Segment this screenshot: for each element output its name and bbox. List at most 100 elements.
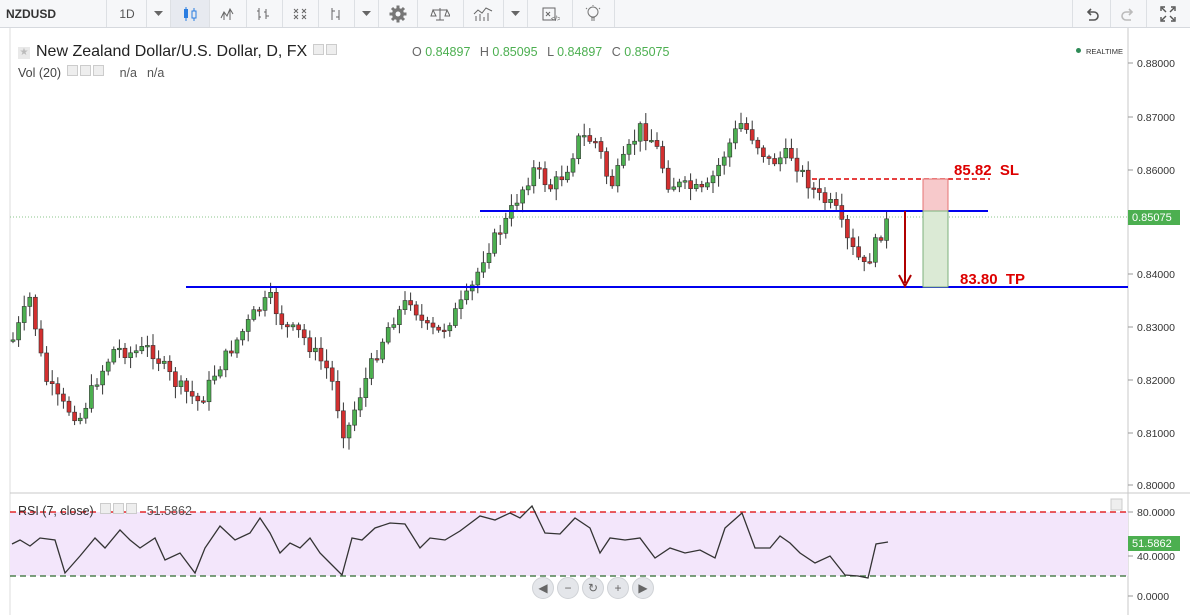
realtime-indicator: REALTIME	[1076, 47, 1123, 56]
candle-body	[201, 400, 206, 403]
candle-body	[408, 300, 413, 306]
rsi-actions[interactable]	[99, 503, 139, 517]
candle-body	[66, 400, 72, 413]
candle-body	[777, 157, 783, 165]
symbol-title-text: New Zealand Dollar/U.S. Dollar, D, FX	[36, 43, 308, 60]
candle-body	[643, 123, 649, 142]
candle-body	[520, 189, 525, 204]
candle-body	[133, 350, 139, 354]
candle-body	[699, 184, 705, 188]
chevron-down-icon	[510, 10, 520, 16]
price-tick-label: 0.87000	[1137, 112, 1175, 124]
candle-body	[884, 218, 889, 241]
interval-button[interactable]: 1D	[108, 0, 147, 27]
symbol-search-button[interactable]: NZDUSD	[0, 0, 107, 27]
star-icon[interactable]: ★	[18, 47, 30, 59]
candle-body	[632, 140, 637, 145]
redo-button[interactable]	[1109, 0, 1147, 27]
rsi-line	[11, 504, 889, 579]
status-dot-icon	[1076, 48, 1081, 53]
compare-button[interactable]	[417, 0, 464, 27]
candle-body	[257, 309, 262, 312]
candle-body	[660, 146, 665, 169]
candle-body	[570, 158, 576, 173]
candle-body	[145, 345, 150, 348]
interval-dropdown-button[interactable]	[146, 0, 171, 27]
candle-body	[677, 181, 682, 188]
low-value: 0.84897	[557, 45, 603, 59]
candle-body	[873, 237, 878, 263]
candle-body	[217, 369, 223, 377]
ohlc-style-button[interactable]	[318, 0, 355, 27]
candle-body	[856, 246, 861, 258]
indicators-icon	[473, 6, 493, 21]
symbol-label: NZDUSD	[6, 6, 56, 21]
candle-body	[223, 350, 229, 371]
candle-body	[548, 184, 553, 190]
heikin-ashi-button[interactable]	[282, 0, 319, 27]
candle-body	[626, 143, 632, 155]
chevron-down-icon	[153, 10, 163, 16]
candle-body	[397, 309, 402, 325]
undo-button[interactable]	[1072, 0, 1111, 27]
candle-body	[733, 128, 738, 144]
candle-body	[212, 375, 217, 381]
volume-actions[interactable]	[67, 65, 106, 79]
candle-body	[385, 327, 391, 343]
candle-body	[430, 322, 436, 328]
short-arrow-head	[898, 274, 912, 289]
open-value: 0.84897	[425, 45, 471, 59]
candle-body	[783, 148, 789, 159]
candle-body	[128, 352, 133, 359]
settings-button[interactable]	[379, 0, 418, 27]
candle-body	[419, 314, 425, 321]
candle-body	[755, 139, 761, 149]
reward-box[interactable]	[922, 210, 949, 288]
chart-canvas[interactable]: 0.88000 0.87000 0.86000 0.84000 0.83000 0.820…	[0, 28, 1190, 615]
indicators-dropdown[interactable]	[503, 0, 528, 27]
zoom-in-icon[interactable]: +	[607, 577, 629, 599]
last-price-value: 0.85075	[1132, 212, 1172, 224]
candle-body	[464, 290, 469, 301]
candle-body	[710, 175, 716, 184]
zoom-out-icon[interactable]: −	[557, 577, 579, 599]
candle-body	[649, 140, 654, 143]
scroll-left-icon[interactable]: ◀	[532, 577, 554, 599]
templates-icon: </>	[542, 7, 560, 22]
candle-body	[105, 361, 111, 372]
candle-body	[352, 409, 357, 426]
candle-body	[33, 296, 38, 330]
legend-actions[interactable]	[313, 42, 339, 60]
templates-button[interactable]: </>	[528, 0, 573, 27]
candle-body	[324, 360, 329, 369]
candle-body	[189, 391, 195, 397]
scroll-right-icon[interactable]: ▶	[632, 577, 654, 599]
candle-body	[16, 322, 21, 341]
risk-box[interactable]	[922, 178, 949, 212]
candle-body	[234, 339, 240, 354]
candle-body	[335, 381, 341, 412]
candle-body	[497, 232, 503, 235]
reset-icon[interactable]: ↻	[582, 577, 604, 599]
candle-body	[458, 299, 464, 309]
alert-button[interactable]	[572, 0, 615, 27]
candle-body	[374, 358, 380, 361]
candles-style-button[interactable]	[171, 0, 210, 27]
chart-area[interactable]: 0.88000 0.87000 0.86000 0.84000 0.83000 0.820…	[0, 28, 1190, 615]
candle-body	[822, 192, 828, 203]
candle-body	[721, 156, 727, 166]
candle-body	[49, 381, 55, 385]
bars-style-button[interactable]	[210, 0, 247, 27]
fullscreen-button[interactable]	[1146, 0, 1190, 27]
rsi-tick-label: 40.0000	[1137, 551, 1175, 563]
candle-body	[772, 158, 777, 165]
pane-maximize-icon[interactable]	[1110, 498, 1123, 511]
candle-body	[587, 135, 593, 142]
chart-style-dropdown[interactable]	[354, 0, 379, 27]
hollow-candles-button[interactable]	[246, 0, 283, 27]
svg-text:</>: </>	[551, 16, 560, 22]
candle-body	[150, 345, 156, 360]
indicators-button[interactable]	[463, 0, 504, 27]
candle-body	[245, 319, 251, 332]
ohlc-values: O 0.84897 H 0.85095 L 0.84897 C 0.85075	[412, 45, 670, 59]
